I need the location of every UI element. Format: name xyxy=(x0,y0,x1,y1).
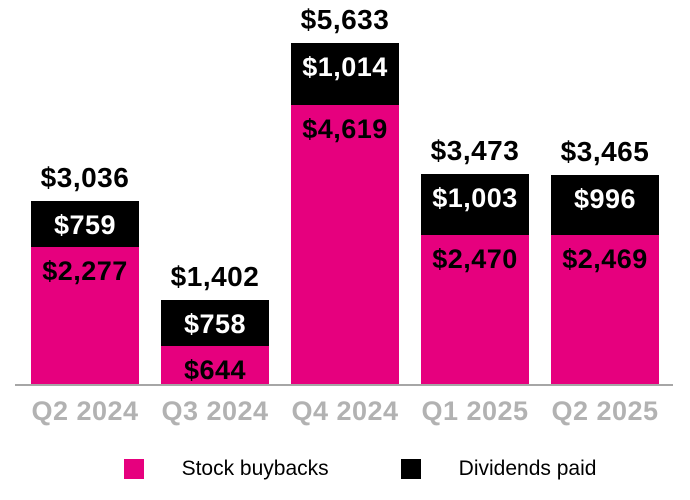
bar-total-label: $3,036 xyxy=(40,162,130,193)
bar-total-label: $3,465 xyxy=(560,136,650,167)
stacked-bar: $996 $2,469 xyxy=(551,175,659,385)
x-axis-tick-label: Q4 2024 xyxy=(291,396,399,426)
segment-stock-buybacks: $4,619 xyxy=(291,105,399,385)
segment-value-label: $758 xyxy=(183,309,247,339)
stacked-bar: $1,003 $2,470 xyxy=(421,174,529,385)
dividends-paid-swatch-icon xyxy=(400,459,421,479)
bar-group: $3,473 $1,003 $2,470 xyxy=(421,135,529,385)
x-axis-tick-label: Q3 2024 xyxy=(161,396,269,426)
segment-dividends-paid: $996 xyxy=(551,175,659,235)
segment-value-label: $759 xyxy=(53,210,117,240)
x-axis-tick-label: Q1 2025 xyxy=(421,396,529,426)
segment-dividends-paid: $1,014 xyxy=(291,43,399,105)
bar-total-label: $1,402 xyxy=(170,261,260,292)
bar-group: $3,036 $759 $2,277 xyxy=(31,162,139,385)
stacked-bar: $759 $2,277 xyxy=(31,201,139,385)
segment-value-label: $2,469 xyxy=(562,244,648,274)
segment-stock-buybacks: $2,470 xyxy=(421,235,529,385)
segment-value-label: $2,277 xyxy=(42,256,128,286)
x-axis-tick-label: Q2 2024 xyxy=(31,396,139,426)
segment-value-label: $644 xyxy=(183,355,247,385)
legend-item-stock-buybacks: Stock buybacks xyxy=(123,457,329,481)
segment-value-label: $996 xyxy=(573,184,637,214)
stock-buybacks-swatch-icon xyxy=(123,459,144,479)
segment-value-label: $2,470 xyxy=(432,244,518,274)
segment-dividends-paid: $1,003 xyxy=(421,174,529,235)
legend-item-dividends-paid: Dividends paid xyxy=(400,457,597,481)
legend-label-dividends-paid: Dividends paid xyxy=(458,457,597,480)
chart-legend: Stock buybacks Dividends paid xyxy=(15,457,690,481)
segment-value-label: $4,619 xyxy=(302,114,388,144)
x-axis-labels: Q2 2024 Q3 2024 Q4 2024 Q1 2025 Q2 2025 xyxy=(0,396,690,426)
bar-total-label: $3,473 xyxy=(430,135,520,166)
bar-group: $3,465 $996 $2,469 xyxy=(551,136,659,385)
segment-dividends-paid: $759 xyxy=(31,201,139,247)
segment-dividends-paid: $758 xyxy=(161,300,269,346)
bar-group: $5,633 $1,014 $4,619 xyxy=(291,4,399,385)
stacked-bar: $1,014 $4,619 xyxy=(291,43,399,385)
legend-label-stock-buybacks: Stock buybacks xyxy=(181,457,329,480)
segment-stock-buybacks: $644 xyxy=(161,346,269,385)
bar-total-label: $5,633 xyxy=(300,4,390,35)
segment-value-label: $1,014 xyxy=(302,52,388,82)
segment-value-label: $1,003 xyxy=(432,183,518,213)
segment-stock-buybacks: $2,277 xyxy=(31,247,139,385)
stacked-bar: $758 $644 xyxy=(161,300,269,385)
bar-group: $1,402 $758 $644 xyxy=(161,261,269,385)
plot-area: $3,036 $759 $2,277 $1,402 $758 $644 $5,633 $1,0… xyxy=(31,4,659,385)
x-axis-tick-label: Q2 2025 xyxy=(551,396,659,426)
segment-stock-buybacks: $2,469 xyxy=(551,235,659,385)
x-axis-line xyxy=(15,384,673,386)
